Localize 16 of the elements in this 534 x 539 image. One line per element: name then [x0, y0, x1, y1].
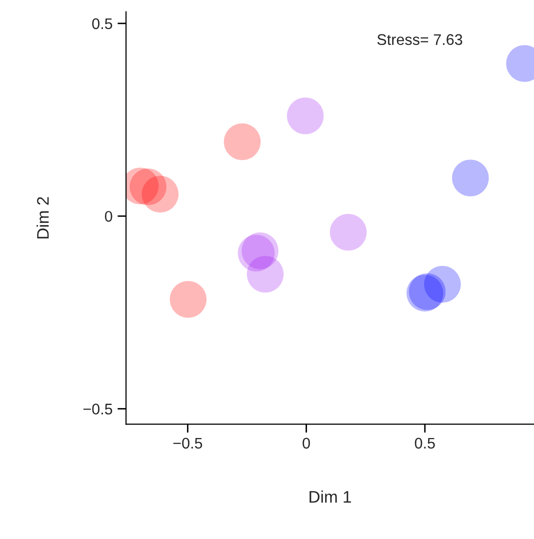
point: [170, 280, 207, 318]
y-tick-label: 0.5: [92, 18, 112, 30]
point: [246, 256, 284, 293]
annotation: Stress= 7.63: [377, 34, 462, 45]
x-tick-label: −0.5: [173, 438, 202, 449]
y-axis-title: Dim 2: [36, 197, 49, 238]
y-tick-label: −0.5: [83, 404, 112, 414]
x-tick-label: 0: [302, 438, 310, 449]
x-axis-title: Dim 1: [310, 490, 351, 503]
point: [452, 160, 489, 196]
point: [330, 214, 367, 251]
point: [286, 98, 324, 134]
x-tick-label: 0.5: [414, 438, 435, 449]
point: [142, 176, 179, 213]
point: [224, 123, 261, 160]
y-tick-label: 0: [104, 210, 112, 222]
